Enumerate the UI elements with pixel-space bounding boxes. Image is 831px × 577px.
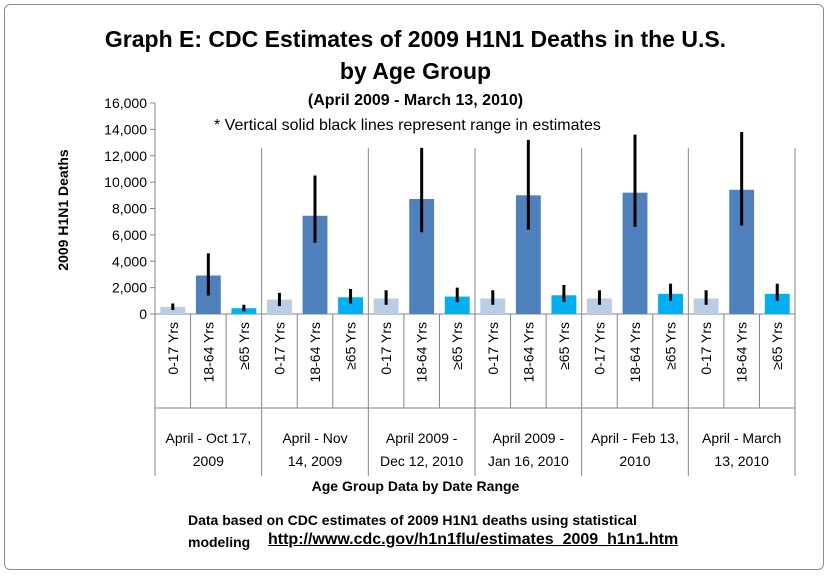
x-axis-label: Age Group Data by Date Range — [311, 478, 520, 494]
y-tick-label: 10,000 — [104, 174, 147, 190]
bar — [480, 298, 506, 314]
chart-title: Graph E: CDC Estimates of 2009 H1N1 Deat… — [104, 26, 727, 52]
bar — [658, 293, 683, 314]
y-tick-label: 2,000 — [112, 280, 147, 296]
bar — [551, 295, 577, 314]
category-label: ≥65 Yrs — [343, 322, 359, 370]
y-tick-label: 16,000 — [104, 95, 147, 111]
category-label: ≥65 Yrs — [556, 322, 572, 370]
bar — [267, 299, 292, 314]
category-label: ≥65 Yrs — [663, 322, 679, 370]
chart-note: * Vertical solid black lines represent r… — [214, 117, 601, 134]
y-tick-label: 12,000 — [104, 148, 147, 164]
category-label: 0-17 Yrs — [271, 322, 287, 375]
category-label: ≥65 Yrs — [236, 322, 252, 370]
group-label-line1: April - Nov — [282, 430, 347, 446]
y-tick-label: 0 — [139, 306, 147, 322]
footnote-line2-prefix: modeling — [188, 534, 251, 550]
category-label: 18-64 Yrs — [627, 322, 643, 382]
category-label: 0-17 Yrs — [378, 322, 394, 375]
group-label-line2: 2009 — [193, 453, 224, 469]
footnote-link[interactable]: http://www.cdc.gov/h1n1flu/estimates_200… — [268, 531, 679, 548]
bar — [444, 296, 470, 314]
chart-subtitle: (April 2009 - March 13, 2010) — [307, 92, 524, 109]
group-label-line1: April - March — [702, 430, 781, 446]
category-label: 18-64 Yrs — [414, 322, 430, 382]
group-label-line2: Dec 12, 2010 — [380, 453, 463, 469]
category-label: 0-17 Yrs — [165, 322, 181, 375]
group-label-line2: Jan 16, 2010 — [488, 453, 569, 469]
category-label: 18-64 Yrs — [734, 322, 750, 382]
group-label-line2: 13, 2010 — [714, 453, 769, 469]
bar — [373, 298, 399, 314]
y-tick-label: 8,000 — [112, 201, 147, 217]
category-label: ≥65 Yrs — [769, 322, 785, 370]
category-label: 18-64 Yrs — [520, 322, 536, 382]
category-label: ≥65 Yrs — [449, 322, 465, 370]
group-label-line1: April 2009 - — [386, 430, 458, 446]
group-label-line1: April - Oct 17, — [166, 430, 252, 446]
chart-title-line2: by Age Group — [339, 58, 492, 84]
y-tick-label: 14,000 — [104, 121, 147, 137]
bar — [338, 297, 363, 314]
category-label: 18-64 Yrs — [200, 322, 216, 382]
category-label: 0-17 Yrs — [698, 322, 714, 375]
category-label: 0-17 Yrs — [591, 322, 607, 375]
y-tick-label: 6,000 — [112, 227, 147, 243]
bar — [693, 298, 719, 314]
bar — [764, 293, 790, 314]
bar — [587, 298, 612, 314]
bar — [160, 306, 186, 314]
category-label: 18-64 Yrs — [307, 322, 323, 382]
group-label-line2: 14, 2009 — [288, 453, 343, 469]
footnote-line1: Data based on CDC estimates of 2009 H1N1… — [188, 512, 637, 528]
group-label-line2: 2010 — [619, 453, 650, 469]
category-label: 0-17 Yrs — [485, 322, 501, 375]
group-label-line1: April - Feb 13, — [591, 430, 679, 446]
group-label-line1: April 2009 - — [493, 430, 565, 446]
y-tick-label: 4,000 — [112, 253, 147, 269]
